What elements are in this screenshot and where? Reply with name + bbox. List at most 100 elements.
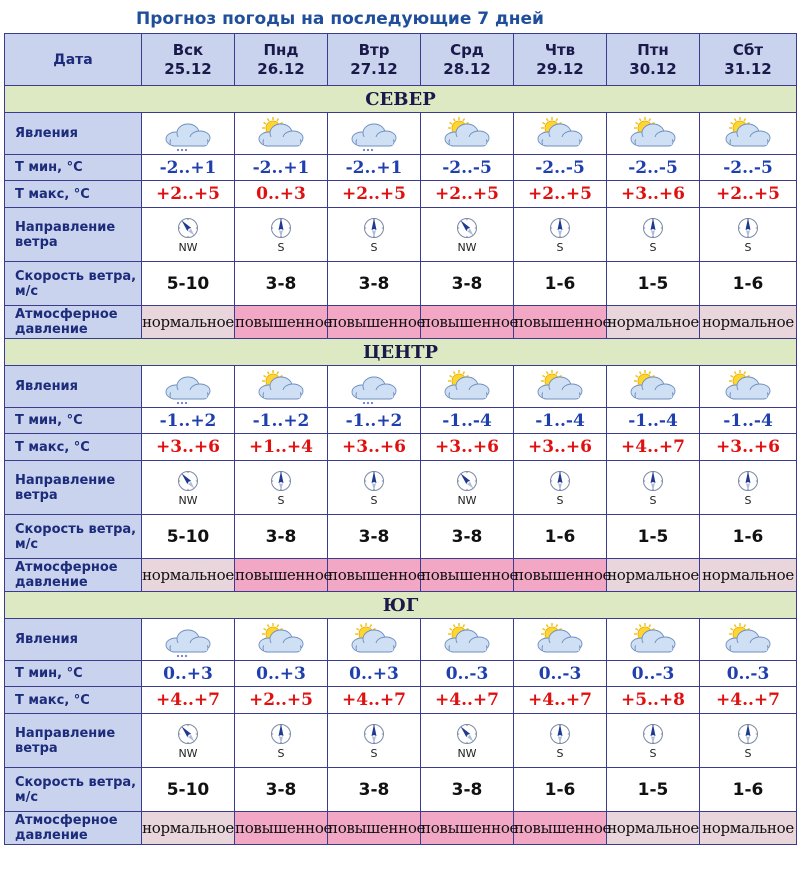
- day-header: Чтв 29.12: [513, 33, 607, 86]
- tmin-value: -2..-5: [699, 154, 797, 181]
- weather-cell: [141, 365, 235, 408]
- wind-direction-label: NW: [457, 493, 477, 507]
- tmin-value: 0..-3: [606, 660, 700, 687]
- day-of-week: Сбт: [732, 40, 764, 59]
- row-label: Т макс, °C: [4, 686, 142, 714]
- wind-direction-label: S: [277, 240, 285, 254]
- wind-direction-cell: S: [606, 207, 700, 262]
- date-header-row: Дата Вск 25.12 Пнд 26.12 Втр 27.12 Срд 28.12…: [4, 33, 797, 86]
- row-label: Скорость ветра, м/с: [4, 767, 142, 812]
- wind-speed-value: 3-8: [327, 767, 421, 812]
- pressure-row: Атмосферное давление нормальное повышенное…: [4, 305, 797, 339]
- pressure-value: повышенное: [327, 305, 425, 339]
- compass-icon: [328, 469, 420, 493]
- day-date: 26.12: [257, 59, 305, 78]
- row-label: Направление ветра: [4, 207, 142, 262]
- wind-direction-cell: S: [606, 460, 700, 515]
- weather-cell: [234, 365, 328, 408]
- tmin-value: -2..-5: [420, 154, 514, 181]
- compass-icon: [235, 722, 327, 746]
- weather-cell: [606, 618, 700, 661]
- tmin-value: -1..-4: [606, 407, 700, 434]
- tmax-value: +1..+4: [234, 433, 328, 461]
- wind-direction-label: S: [649, 240, 657, 254]
- partly-cloudy-icon: [235, 369, 327, 405]
- day-date: 27.12: [350, 59, 398, 78]
- weather-cell: [513, 365, 607, 408]
- wind-speed-value: 1-5: [606, 261, 700, 306]
- tmax-value: +4..+7: [141, 686, 235, 714]
- compass-icon: [700, 216, 796, 240]
- day-header: Втр 27.12: [327, 33, 421, 86]
- forecast-table: Дата Вск 25.12 Пнд 26.12 Втр 27.12 Срд 28.12…: [4, 33, 797, 845]
- wind-speed-value: 5-10: [141, 767, 235, 812]
- page-title: Прогноз погоды на последующие 7 дней: [136, 9, 544, 29]
- pressure-value: нормальное: [699, 811, 797, 845]
- day-of-week: Срд: [450, 40, 484, 59]
- weather-cell: [420, 618, 514, 661]
- tmin-value: -1..+2: [327, 407, 421, 434]
- weather-cell: [699, 365, 797, 408]
- wind-direction-cell: S: [327, 713, 421, 768]
- day-date: 30.12: [629, 59, 677, 78]
- tmax-value: +2..+5: [699, 180, 797, 208]
- wind-direction-label: S: [649, 493, 657, 507]
- wind-speed-value: 5-10: [141, 514, 235, 559]
- weather-cell: [234, 112, 328, 155]
- day-of-week: Втр: [358, 40, 390, 59]
- tmin-value: -2..-5: [513, 154, 607, 181]
- partly-cloudy-icon: [421, 622, 513, 658]
- partly-cloudy-icon: [700, 369, 796, 405]
- pressure-row: Атмосферное давление нормальное повышенное…: [4, 811, 797, 845]
- wind-speed-row: Скорость ветра, м/с 5-10 3-8 3-8 3-8 1-6 1-5 1-…: [4, 767, 797, 812]
- tmin-value: -1..-4: [420, 407, 514, 434]
- pressure-value: нормальное: [141, 305, 235, 339]
- wind-direction-cell: S: [234, 460, 328, 515]
- region-name: ЮГ: [4, 591, 797, 619]
- weather-cell: [141, 112, 235, 155]
- weather-cell: [420, 112, 514, 155]
- wind-direction-label: S: [556, 240, 564, 254]
- wind-speed-value: 1-5: [606, 514, 700, 559]
- wind-speed-value: 1-6: [513, 514, 607, 559]
- partly-cloudy-icon: [421, 369, 513, 405]
- row-label: Направление ветра: [4, 713, 142, 768]
- pressure-value: повышенное: [234, 305, 332, 339]
- pressure-value: повышенное: [513, 558, 611, 592]
- wind-direction-label: S: [744, 240, 752, 254]
- wind-direction-cell: S: [513, 713, 607, 768]
- compass-icon: [607, 216, 699, 240]
- pressure-value: повышенное: [420, 811, 518, 845]
- pressure-value: нормальное: [699, 305, 797, 339]
- pressure-value: нормальное: [606, 811, 700, 845]
- tmin-value: 0..+3: [141, 660, 235, 687]
- pressure-value: повышенное: [327, 558, 425, 592]
- wind-direction-label: NW: [178, 240, 198, 254]
- wind-direction-label: S: [556, 493, 564, 507]
- partly-cloudy-icon: [700, 116, 796, 152]
- weather-cell: [141, 618, 235, 661]
- tmax-value: +2..+5: [234, 686, 328, 714]
- tmax-value: +2..+5: [141, 180, 235, 208]
- wind-direction-label: S: [744, 493, 752, 507]
- tmax-value: +4..+7: [420, 686, 514, 714]
- region-name: ЦЕНТР: [4, 338, 797, 366]
- compass-icon: [514, 216, 606, 240]
- partly-cloudy-icon: [514, 369, 606, 405]
- tmax-value: +3..+6: [327, 433, 421, 461]
- row-label: Атмосферное давление: [4, 558, 142, 592]
- tmax-value: +2..+5: [327, 180, 421, 208]
- tmin-value: 0..-3: [513, 660, 607, 687]
- compass-icon: [235, 216, 327, 240]
- wind-direction-label: S: [277, 493, 285, 507]
- partly-cloudy-icon: [421, 116, 513, 152]
- pressure-row: Атмосферное давление нормальное повышенное…: [4, 558, 797, 592]
- tmax-value: +3..+6: [420, 433, 514, 461]
- wind-direction-row: Направление ветра NW S S NW S S S: [4, 713, 797, 768]
- row-label: Атмосферное давление: [4, 305, 142, 339]
- row-label: Т мин, °C: [4, 407, 142, 434]
- cloud-snow-icon: [142, 116, 234, 152]
- partly-cloudy-icon: [235, 116, 327, 152]
- wind-direction-row: Направление ветра NW S S NW S S S: [4, 460, 797, 515]
- partly-cloudy-icon: [700, 622, 796, 658]
